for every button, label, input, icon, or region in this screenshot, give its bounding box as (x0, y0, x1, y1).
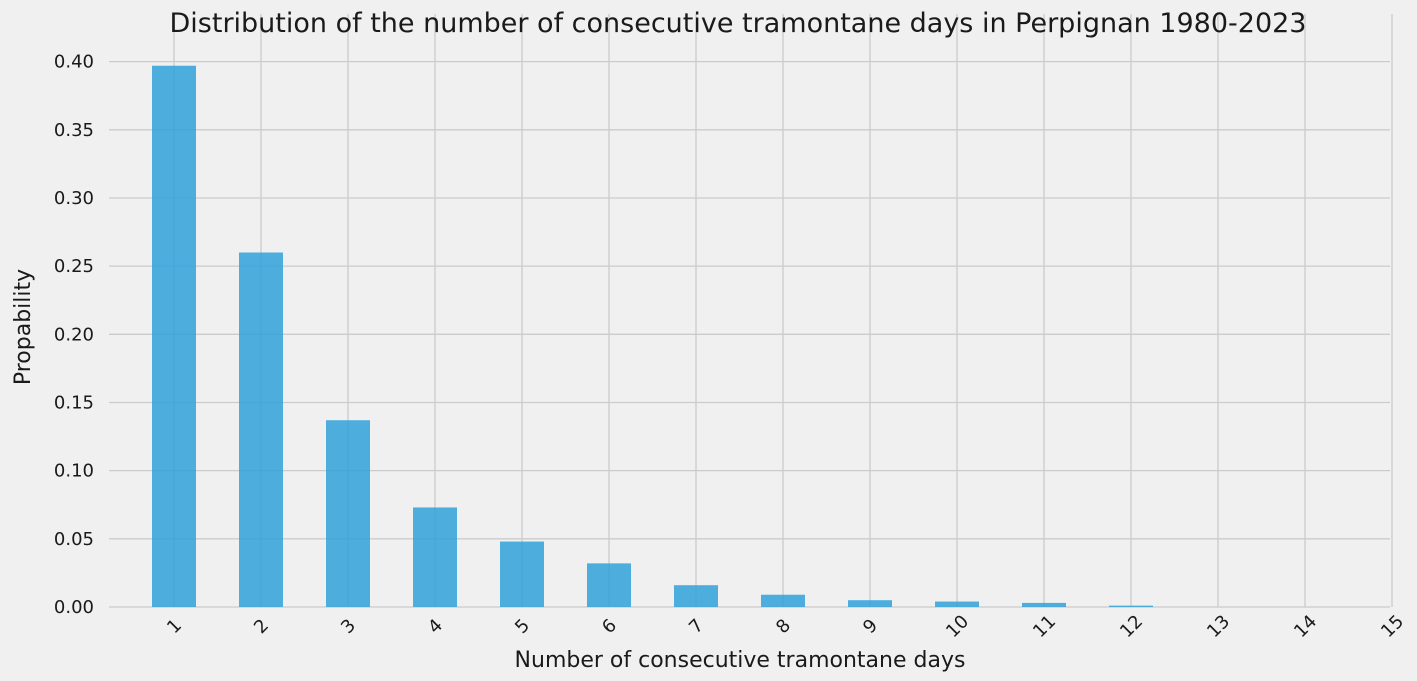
y-tick-label: 0.35 (54, 120, 94, 141)
x-tick-label: 13 (1203, 611, 1234, 642)
chart-title: Distribution of the number of consecutiv… (170, 8, 1307, 39)
bar (500, 541, 544, 607)
grid (109, 14, 1393, 608)
x-tick-label: 3 (337, 615, 360, 638)
x-tick-label: 2 (250, 615, 273, 638)
x-tick-label: 11 (1029, 611, 1060, 642)
y-tick-label: 0.10 (54, 461, 94, 482)
bar (1109, 605, 1153, 607)
x-tick-label: 10 (942, 611, 973, 642)
bar (413, 507, 457, 607)
x-tick-label: 5 (511, 615, 534, 638)
y-tick-labels: 0.00 0.05 0.10 0.15 0.20 0.25 0.30 0.35 0.40 (54, 52, 94, 618)
x-tick-label: 14 (1290, 611, 1321, 642)
x-tick-label: 6 (598, 615, 621, 638)
x-tick-label: 4 (424, 615, 447, 638)
bar (674, 585, 718, 607)
bar (761, 594, 805, 607)
bar (326, 420, 370, 607)
bar (587, 563, 631, 607)
x-axis-label: Number of consecutive tramontane days (515, 648, 966, 673)
y-axis-label: Propability (11, 269, 36, 385)
y-tick-label: 0.40 (54, 52, 94, 73)
x-tick-labels: 1 2 3 4 5 6 7 8 9 10 11 12 13 14 15 (163, 611, 1408, 642)
bar (152, 65, 196, 608)
y-tick-label: 0.05 (54, 529, 94, 550)
bars (152, 65, 1153, 608)
bar (239, 252, 283, 607)
x-tick-label: 12 (1116, 611, 1147, 642)
y-tick-label: 0.15 (54, 392, 94, 413)
x-tick-label: 7 (685, 615, 708, 638)
x-tick-label: 15 (1377, 611, 1408, 642)
x-tick-label: 8 (772, 615, 795, 638)
y-tick-label: 0.30 (54, 188, 94, 209)
bar (935, 601, 979, 607)
y-tick-label: 0.00 (54, 597, 94, 618)
bar (848, 600, 892, 607)
x-tick-label: 9 (859, 615, 882, 638)
y-tick-label: 0.20 (54, 324, 94, 345)
y-tick-label: 0.25 (54, 256, 94, 277)
x-tick-label: 1 (163, 615, 186, 638)
bar (1022, 602, 1066, 607)
